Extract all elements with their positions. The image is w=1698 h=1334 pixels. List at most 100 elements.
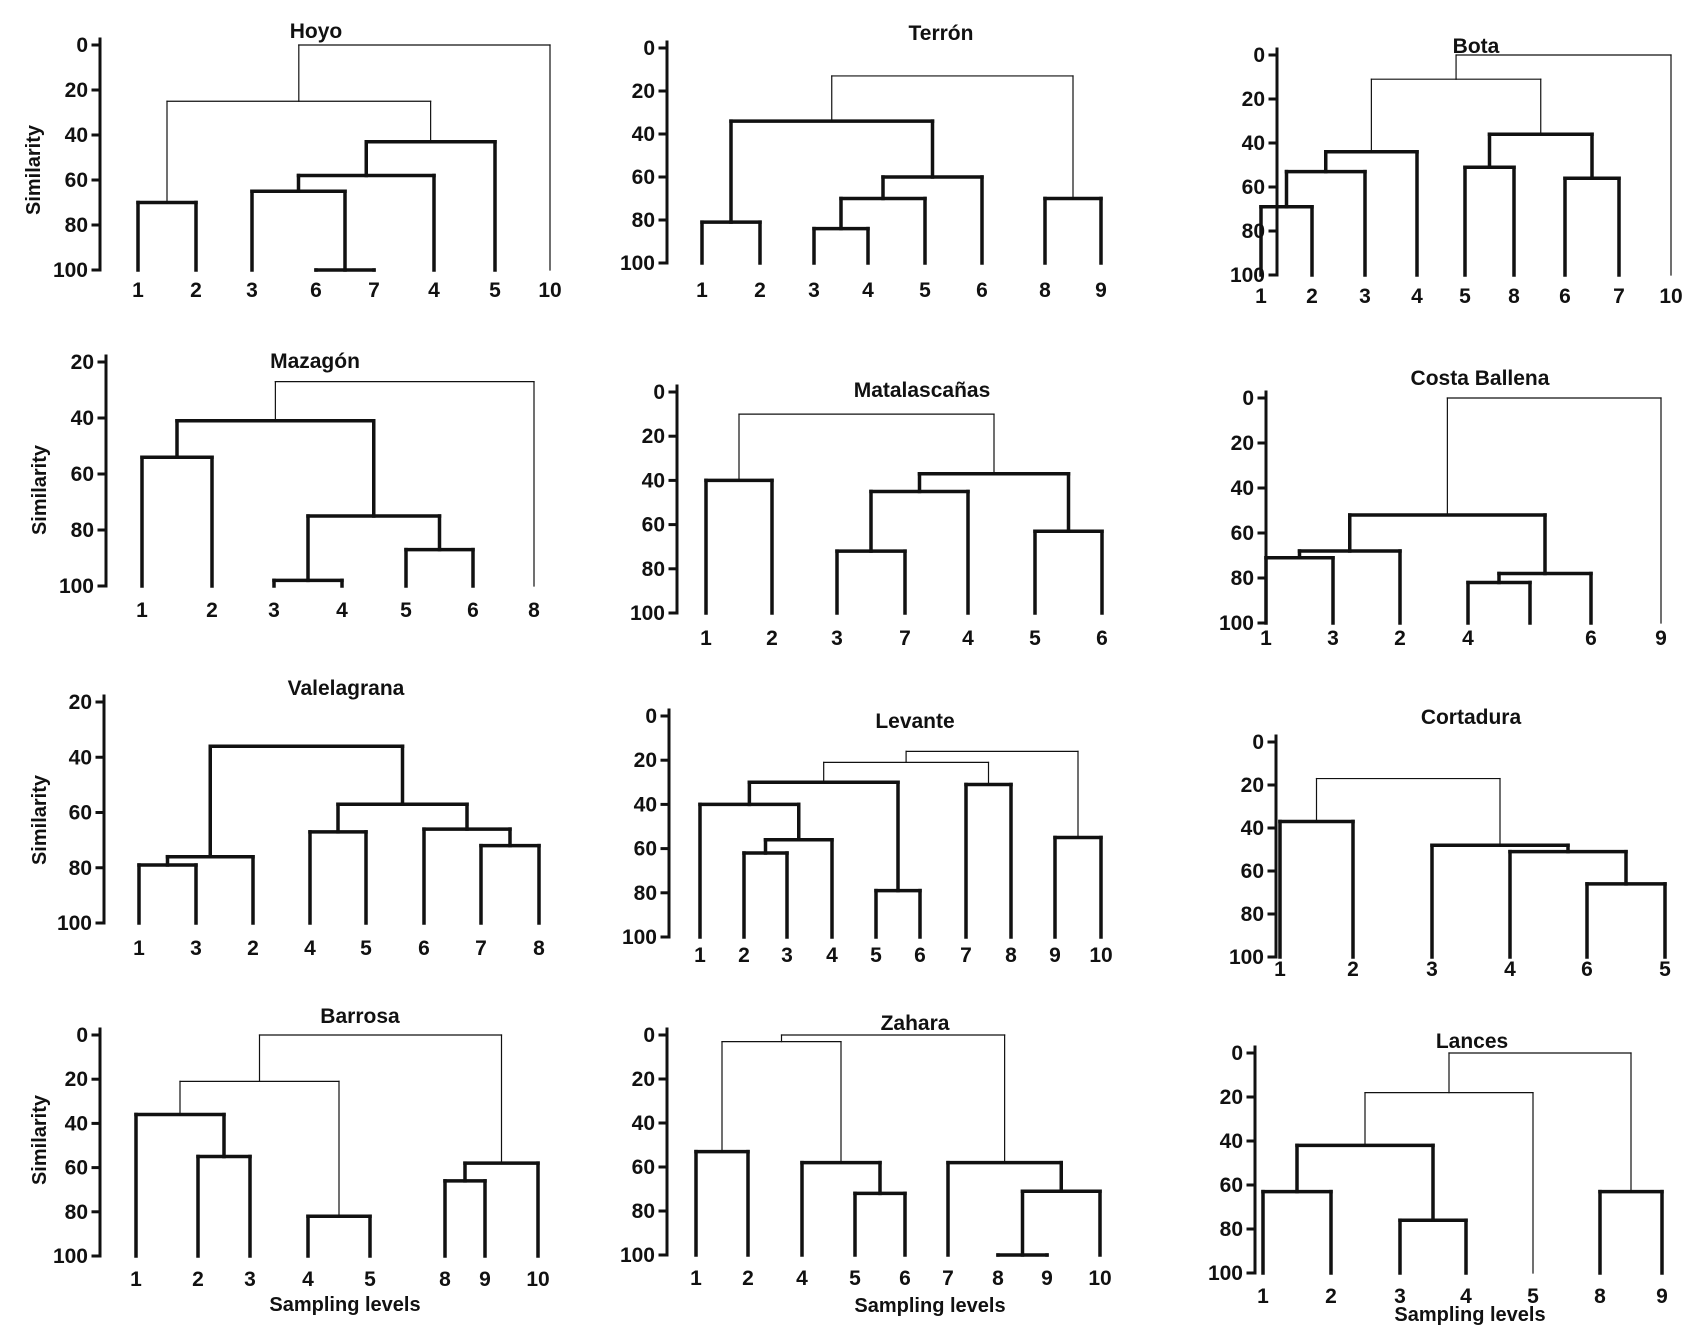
leaf-label: 2 bbox=[1325, 1285, 1337, 1308]
dendrogram-panel: Barrosa 0 20 40 60 80 100 Similarity Sampling le… bbox=[29, 1005, 550, 1316]
y-tick-label: 80 bbox=[69, 857, 92, 880]
y-tick-label: 0 bbox=[643, 37, 655, 60]
panel-title: Cortadura bbox=[1421, 706, 1522, 729]
y-tick-label: 40 bbox=[65, 1112, 88, 1135]
leaf-label: 7 bbox=[368, 279, 380, 302]
panel-title: Zahara bbox=[881, 1012, 950, 1035]
y-tick-label: 40 bbox=[634, 793, 657, 816]
leaf-label: 4 bbox=[1460, 1285, 1472, 1308]
y-tick-label: 80 bbox=[65, 1201, 88, 1224]
leaf-label: 1 bbox=[136, 599, 148, 622]
y-tick-label: 100 bbox=[1219, 612, 1254, 635]
y-tick-label: 100 bbox=[57, 912, 92, 935]
y-tick-label: 20 bbox=[1231, 432, 1254, 455]
dendrogram-panel: Terrón 0 20 40 60 80 100 1 2 3 4 5 6 8 9 bbox=[620, 22, 1107, 302]
dendrogram-panel: Valelagrana 20 40 60 80 100 Similarity 1 3 2 4 5 6 7 8 bbox=[29, 677, 545, 960]
y-tick-label: 20 bbox=[642, 425, 665, 448]
leaf-label: 5 bbox=[1459, 285, 1471, 308]
leaf-label: 4 bbox=[304, 937, 316, 960]
leaf-label: 3 bbox=[831, 627, 843, 650]
y-tick-label: 60 bbox=[65, 169, 88, 192]
leaf-label: 5 bbox=[919, 279, 931, 302]
y-tick-label: 20 bbox=[65, 1068, 88, 1091]
y-tick-label: 0 bbox=[1242, 387, 1254, 410]
y-tick-label: 20 bbox=[69, 691, 92, 714]
leaf-label: 4 bbox=[962, 627, 974, 650]
leaf-label: 3 bbox=[808, 279, 820, 302]
leaf-label: 3 bbox=[190, 937, 202, 960]
y-tick-label: 60 bbox=[1220, 1174, 1243, 1197]
y-tick-label: 60 bbox=[632, 1156, 655, 1179]
leaf-label: 5 bbox=[1029, 627, 1041, 650]
y-tick-label: 100 bbox=[53, 1245, 88, 1268]
y-tick-label: 100 bbox=[1208, 1262, 1243, 1285]
y-tick-label: 80 bbox=[1220, 1218, 1243, 1241]
leaf-label: 3 bbox=[781, 944, 793, 967]
y-tick-label: 80 bbox=[642, 558, 665, 581]
dendrogram-panel: Zahara 0 20 40 60 80 100 Sampling levels 1 2 4 5 6 7 8… bbox=[620, 1012, 1112, 1317]
panel-title: Barrosa bbox=[320, 1005, 400, 1028]
y-tick-label: 20 bbox=[632, 1068, 655, 1091]
dendrogram-panel: Lances 0 20 40 60 80 100 Sampling levels 1 2 3 4 5 8 9 bbox=[1208, 1030, 1668, 1326]
panel-title: Lances bbox=[1436, 1030, 1508, 1053]
y-tick-label: 40 bbox=[632, 123, 655, 146]
y-tick-label: 0 bbox=[643, 1024, 655, 1047]
y-tick-label: 100 bbox=[1229, 946, 1264, 969]
leaf-label: 1 bbox=[1260, 627, 1272, 650]
y-tick-label: 60 bbox=[1241, 860, 1264, 883]
leaf-label: 3 bbox=[268, 599, 280, 622]
leaf-label: 4 bbox=[302, 1268, 314, 1291]
dendrogram-panel: Mazagón 20 40 60 80 100 Similarity 1 2 3 4 5 6 8 bbox=[29, 350, 540, 622]
leaf-label: 5 bbox=[364, 1268, 376, 1291]
y-tick-label: 0 bbox=[1231, 1042, 1243, 1065]
leaf-label: 1 bbox=[696, 279, 708, 302]
leaf-label: 1 bbox=[700, 627, 712, 650]
leaf-label: 6 bbox=[310, 279, 322, 302]
leaf-label: 9 bbox=[479, 1268, 491, 1291]
leaf-label: 2 bbox=[754, 279, 766, 302]
y-tick-label: 0 bbox=[76, 34, 88, 57]
leaf-label: 2 bbox=[247, 937, 259, 960]
leaf-label: 5 bbox=[849, 1267, 861, 1290]
leaf-label: 9 bbox=[1655, 627, 1667, 650]
y-axis-label: Similarity bbox=[23, 124, 45, 215]
leaf-label: 3 bbox=[246, 279, 258, 302]
y-tick-label: 40 bbox=[65, 124, 88, 147]
y-tick-label: 80 bbox=[71, 519, 94, 542]
leaf-label: 8 bbox=[528, 599, 540, 622]
leaf-label: 2 bbox=[738, 944, 750, 967]
y-tick-label: 40 bbox=[69, 746, 92, 769]
leaf-label: 3 bbox=[1359, 285, 1371, 308]
leaf-label: 1 bbox=[130, 1268, 142, 1291]
leaf-label: 4 bbox=[1504, 958, 1516, 981]
y-tick-label: 0 bbox=[645, 705, 657, 728]
leaf-label: 6 bbox=[467, 599, 479, 622]
panel-title: Mazagón bbox=[270, 350, 360, 373]
y-tick-label: 40 bbox=[71, 407, 94, 430]
y-tick-label: 60 bbox=[1231, 522, 1254, 545]
leaf-label: 2 bbox=[1394, 627, 1406, 650]
y-tick-label: 20 bbox=[1242, 88, 1265, 111]
y-tick-label: 0 bbox=[76, 1024, 88, 1047]
y-tick-label: 100 bbox=[53, 259, 88, 282]
leaf-label: 4 bbox=[1462, 627, 1474, 650]
y-tick-label: 20 bbox=[1241, 774, 1264, 797]
leaf-label: 10 bbox=[1088, 1267, 1111, 1290]
leaf-label: 10 bbox=[1089, 944, 1112, 967]
leaf-label: 9 bbox=[1049, 944, 1061, 967]
leaf-label: 7 bbox=[1613, 285, 1625, 308]
leaf-label: 2 bbox=[192, 1268, 204, 1291]
leaf-label: 7 bbox=[475, 937, 487, 960]
y-tick-label: 60 bbox=[634, 838, 657, 861]
leaf-label: 3 bbox=[244, 1268, 256, 1291]
leaf-label: 4 bbox=[862, 279, 874, 302]
leaf-label: 1 bbox=[1257, 1285, 1269, 1308]
y-tick-label: 60 bbox=[1242, 176, 1265, 199]
x-axis-label: Sampling levels bbox=[1394, 1304, 1545, 1326]
y-tick-label: 80 bbox=[632, 209, 655, 232]
leaf-label: 8 bbox=[1594, 1285, 1606, 1308]
y-tick-label: 80 bbox=[632, 1200, 655, 1223]
leaf-label: 7 bbox=[899, 627, 911, 650]
y-tick-label: 20 bbox=[1220, 1086, 1243, 1109]
leaf-label: 9 bbox=[1095, 279, 1107, 302]
